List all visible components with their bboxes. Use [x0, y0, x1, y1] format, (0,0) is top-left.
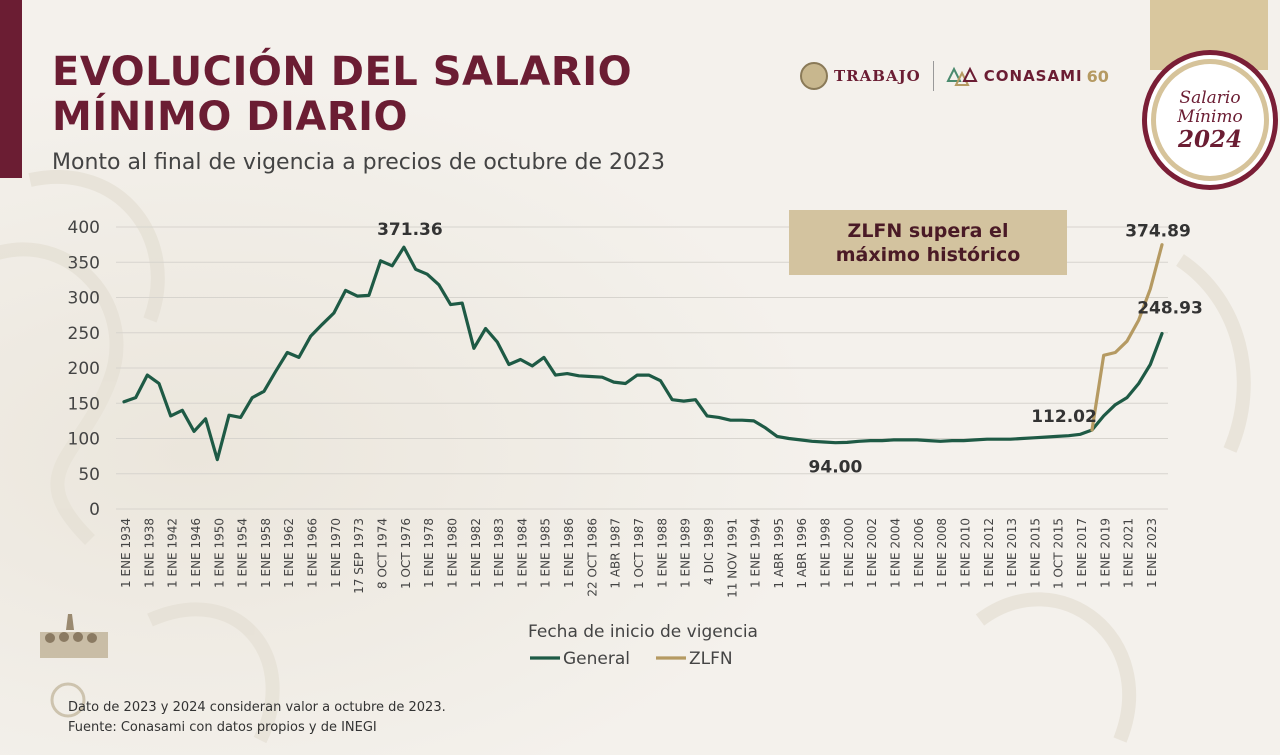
badge-circle: Salario Mínimo 2024: [1142, 50, 1278, 190]
y-tick-label: 300: [68, 289, 100, 309]
data-label: 94.00: [809, 458, 863, 478]
annotation-line-2: máximo histórico: [835, 243, 1021, 266]
y-tick-label: 150: [68, 394, 100, 414]
badge-line-1: Salario: [1179, 87, 1241, 108]
logo-divider: [932, 61, 934, 91]
seal-icon: [800, 62, 828, 90]
accent-bar: [0, 0, 22, 178]
x-tick-label: 1 OCT 1976: [399, 518, 413, 589]
y-tick-label: 50: [78, 465, 100, 485]
footer-note: Dato de 2023 y 2024 consideran valor a o…: [68, 700, 446, 715]
title-line-1: EVOLUCIÓN DEL SALARIO: [52, 49, 633, 95]
legend-label-zlfn: ZLFN: [689, 649, 733, 669]
x-tick-label: 1 ENE 2015: [1028, 518, 1042, 588]
x-tick-label: 1 ENE 1934: [119, 518, 133, 588]
annotation-box: ZLFN supera el máximo histórico: [789, 210, 1067, 275]
x-tick-label: 1 ENE 1970: [329, 518, 343, 588]
y-tick-label: 100: [68, 430, 100, 450]
sixty-years-badge: 60: [1086, 66, 1109, 86]
badge-inner-ring: Salario Mínimo 2024: [1151, 59, 1269, 181]
x-tick-label: 1 ENE 2008: [935, 518, 949, 588]
x-tick-label: 1 ENE 2004: [889, 518, 903, 588]
x-tick-label: 8 OCT 1974: [376, 518, 390, 589]
x-tick-label: 1 ENE 1998: [819, 518, 833, 588]
data-label: 248.93: [1137, 299, 1203, 319]
x-tick-label: 1 ENE 1986: [562, 518, 576, 588]
x-tick-label: 1 ENE 1982: [469, 518, 483, 588]
footer: Dato de 2023 y 2024 consideran valor a o…: [68, 698, 446, 738]
x-tick-label: 1 ABR 1996: [795, 518, 809, 589]
x-tick-label: 1 ENE 1966: [306, 518, 320, 588]
x-tick-label: 1 ENE 1954: [236, 518, 250, 588]
x-tick-label: 1 ENE 1950: [212, 518, 226, 588]
x-tick-label: 1 ENE 1988: [655, 518, 669, 588]
badge-line-2: Mínimo: [1177, 106, 1243, 127]
data-label: 374.89: [1125, 222, 1191, 242]
x-tick-label: 1 ABR 1995: [772, 518, 786, 589]
x-tick-label: 1 ENE 1938: [142, 518, 156, 588]
y-tick-label: 250: [68, 324, 100, 344]
x-tick-label: 1 ENE 2019: [1098, 518, 1112, 588]
legend-label-general: General: [563, 649, 630, 669]
x-tick-label: 1 ENE 2021: [1122, 518, 1136, 588]
x-tick-label: 1 ENE 2010: [958, 518, 972, 588]
title-line-2: MÍNIMO DIARIO: [52, 94, 409, 140]
footer-source: Fuente: Conasami con datos propios y de …: [68, 720, 377, 735]
badge-year: 2024: [1177, 125, 1242, 153]
salario-minimo-badge: Salario Mínimo 2024: [1138, 0, 1280, 200]
x-tick-label: 1 ENE 2002: [865, 518, 879, 588]
x-tick-label: 1 ENE 1978: [422, 518, 436, 588]
historic-figures-icon: [40, 614, 108, 718]
data-label: 112.02: [1031, 407, 1097, 427]
x-tick-label: 1 ABR 1987: [609, 518, 623, 589]
x-axis-title: Fecha de inicio de vigencia: [528, 622, 758, 642]
series-line-zlfn: [1090, 243, 1164, 432]
x-tick-label: 1 ENE 1989: [679, 518, 693, 588]
x-tick-label: 1 ENE 2006: [912, 518, 926, 588]
y-tick-label: 400: [68, 218, 100, 238]
y-tick-label: 200: [68, 359, 100, 379]
x-tick-label: 1 OCT 2015: [1052, 518, 1066, 589]
logo-trabajo: TRABAJO: [800, 62, 921, 90]
x-tick-label: 1 ENE 2012: [982, 518, 996, 588]
logo-conasami: CONASAMI 60: [946, 63, 1109, 89]
x-tick-label: 17 SEP 1973: [352, 518, 366, 594]
data-label: 371.36: [377, 220, 443, 240]
x-tick-label: 1 ENE 1985: [539, 518, 553, 588]
x-tick-label: 1 ENE 1946: [189, 518, 203, 588]
x-tick-label: 1 ENE 1994: [749, 518, 763, 588]
x-tick-label: 1 ENE 1942: [166, 518, 180, 588]
page-title: EVOLUCIÓN DEL SALARIO MÍNIMO DIARIO: [52, 50, 752, 140]
y-tick-label: 0: [89, 500, 100, 520]
x-tick-label: 1 ENE 1984: [515, 518, 529, 588]
y-tick-label: 350: [68, 253, 100, 273]
page-subtitle: Monto al final de vigencia a precios de …: [52, 150, 666, 175]
annotation-line-1: ZLFN supera el: [847, 219, 1009, 242]
logo-trabajo-text: TRABAJO: [834, 67, 921, 85]
x-tick-label: 4 DIC 1989: [702, 518, 716, 585]
logo-bar: TRABAJO CONASAMI 60: [800, 56, 1109, 96]
x-tick-label: 1 OCT 1987: [632, 518, 646, 589]
x-tick-label: 1 ENE 1983: [492, 518, 506, 588]
conasami-mark-icon: [946, 66, 978, 86]
logo-conasami-text: CONASAMI: [983, 67, 1083, 85]
x-tick-label: 11 NOV 1991: [725, 518, 739, 598]
x-tick-label: 1 ENE 1980: [445, 518, 459, 588]
x-tick-label: 1 ENE 2023: [1145, 518, 1159, 588]
x-tick-label: 1 ENE 2013: [1005, 518, 1019, 588]
x-tick-label: 22 OCT 1986: [585, 518, 599, 597]
x-tick-label: 1 ENE 2017: [1075, 518, 1089, 588]
series-line-general: [122, 245, 1164, 462]
x-tick-label: 1 ENE 1958: [259, 518, 273, 588]
x-tick-label: 1 ENE 2000: [842, 518, 856, 588]
x-tick-label: 1 ENE 1962: [282, 518, 296, 588]
